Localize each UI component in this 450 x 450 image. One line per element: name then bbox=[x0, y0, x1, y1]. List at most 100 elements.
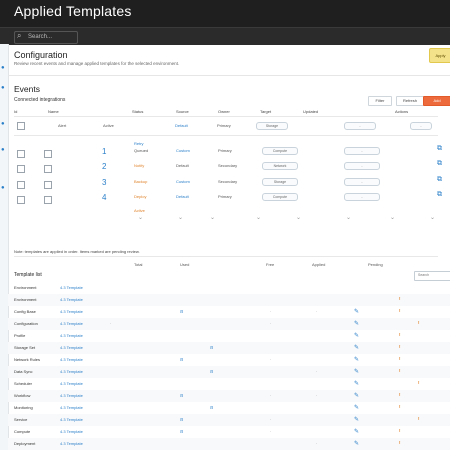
sidebar-home-icon[interactable]: ● bbox=[1, 65, 5, 71]
chevron-down-icon[interactable]: ⌄ bbox=[296, 215, 302, 221]
list-item-label: Service bbox=[14, 417, 28, 422]
list-item-link[interactable]: 4.3 Template bbox=[60, 285, 83, 290]
list-item[interactable]: Workflow 4.3 Template ⊟ · · ✎ ! bbox=[8, 390, 450, 402]
row-source[interactable]: Default bbox=[175, 123, 188, 128]
edit-icon[interactable]: ✎ bbox=[354, 393, 360, 399]
list-item[interactable]: Configuration 4.3 Template · · ✎ ! bbox=[8, 318, 450, 330]
list-item-link[interactable]: 4.3 Template bbox=[60, 333, 83, 338]
row-status: Queued bbox=[134, 148, 149, 153]
row-name[interactable]: Deploy bbox=[134, 194, 147, 199]
copy-icon[interactable]: ⧉ bbox=[437, 145, 442, 152]
list-item[interactable]: Config Base 4.3 Template ⊟ · · ✎ ! bbox=[8, 306, 450, 318]
row-checkbox[interactable] bbox=[17, 165, 25, 173]
sidebar-templates-icon[interactable]: ● bbox=[1, 121, 5, 127]
row-source[interactable]: Custom bbox=[176, 179, 190, 184]
list-item-link[interactable]: 4.3 Template bbox=[60, 381, 83, 386]
footer-pending: Pending bbox=[368, 262, 383, 267]
apply-button[interactable]: Apply bbox=[429, 48, 450, 63]
sidebar-settings-icon[interactable]: ● bbox=[1, 147, 5, 153]
row-owner: Secondary bbox=[218, 179, 238, 184]
list-item[interactable]: Service 4.3 Template ⊟ · ✎ ! bbox=[8, 414, 450, 426]
list-item[interactable]: Deployment 4.3 Template · ✎ ! bbox=[8, 438, 450, 450]
edit-icon[interactable]: ✎ bbox=[354, 309, 360, 315]
list-item[interactable]: Environment 4.3 Template bbox=[8, 282, 450, 294]
list-item[interactable]: Profile 4.3 Template ✎ ! bbox=[8, 330, 450, 342]
chevron-down-icon[interactable]: ⌄ bbox=[210, 215, 216, 221]
edit-icon[interactable]: ✎ bbox=[354, 441, 360, 447]
row-checkbox[interactable] bbox=[44, 150, 52, 158]
copy-icon[interactable]: ⧉ bbox=[437, 176, 442, 183]
left-sidebar: ● ● ● ● ● bbox=[0, 44, 9, 450]
legend-divider bbox=[14, 256, 438, 257]
status-mark: ⊟ bbox=[210, 405, 214, 410]
toolbar-search-input[interactable]: ⌕ Search... bbox=[14, 31, 78, 44]
add-event-button[interactable]: Add bbox=[423, 96, 450, 106]
row-checkbox[interactable] bbox=[17, 122, 25, 130]
edit-icon[interactable]: ✎ bbox=[354, 405, 360, 411]
row-name[interactable]: Notify bbox=[134, 163, 145, 168]
templates-search-placeholder: Search bbox=[418, 273, 430, 277]
list-item[interactable]: Environment 4.3 Template ! bbox=[8, 294, 450, 306]
list-item-label: Scheduler bbox=[14, 381, 33, 386]
templates-search-input[interactable]: Search bbox=[414, 271, 450, 281]
list-item-link[interactable]: 4.3 Template bbox=[60, 393, 83, 398]
row-checkbox[interactable] bbox=[44, 181, 52, 189]
row-name[interactable]: Backup bbox=[134, 179, 148, 184]
sidebar-logs-icon[interactable]: ● bbox=[1, 185, 5, 191]
list-item-link[interactable]: 4.3 Template bbox=[60, 309, 83, 314]
row-action-badge[interactable]: - bbox=[410, 122, 432, 130]
column-header: Updated bbox=[303, 109, 319, 114]
chevron-down-icon[interactable]: ⌄ bbox=[138, 215, 144, 221]
list-item-label: Network Rules bbox=[14, 357, 41, 362]
row-source[interactable]: Custom bbox=[176, 148, 190, 153]
row-name[interactable]: Retry bbox=[134, 141, 144, 146]
list-item-link[interactable]: 4.3 Template bbox=[60, 357, 83, 362]
chevron-down-icon[interactable]: ⌄ bbox=[430, 215, 436, 221]
row-checkbox[interactable] bbox=[17, 150, 25, 158]
chevron-down-icon[interactable]: ⌄ bbox=[178, 215, 184, 221]
list-item[interactable]: Monitoring 4.3 Template ⊟ ✎ ! bbox=[8, 402, 450, 414]
row-target-badge: Compute bbox=[262, 147, 298, 155]
refresh-button[interactable]: Refresh bbox=[396, 96, 424, 106]
list-item-link[interactable]: 4.3 Template bbox=[60, 345, 83, 350]
list-item-link[interactable]: 4.3 Template bbox=[60, 429, 83, 434]
list-item-link[interactable]: 4.3 Template bbox=[60, 417, 83, 422]
copy-icon[interactable]: ⧉ bbox=[437, 191, 442, 198]
row-target-badge: Compute bbox=[262, 193, 298, 201]
row-checkbox[interactable] bbox=[17, 181, 25, 189]
edit-icon[interactable]: ✎ bbox=[354, 333, 360, 339]
list-item-link[interactable]: 4.3 Template bbox=[60, 405, 83, 410]
row-checkbox[interactable] bbox=[44, 196, 52, 204]
list-item-link[interactable]: 4.3 Template bbox=[60, 441, 83, 446]
list-item[interactable]: Storage Set 4.3 Template ⊟ ✎ ! bbox=[8, 342, 450, 354]
status-mark: · bbox=[270, 417, 272, 422]
sidebar-events-icon[interactable]: ● bbox=[1, 85, 5, 91]
toolbar-search-label: Search... bbox=[28, 34, 53, 40]
row-checkbox[interactable] bbox=[44, 165, 52, 173]
edit-icon[interactable]: ✎ bbox=[354, 321, 360, 327]
edit-icon[interactable]: ✎ bbox=[354, 417, 360, 423]
column-header: Source bbox=[176, 109, 189, 114]
row-checkbox[interactable] bbox=[17, 196, 25, 204]
list-item[interactable]: Network Rules 4.3 Template ⊟ · ✎ ! bbox=[8, 354, 450, 366]
edit-icon[interactable]: ✎ bbox=[354, 369, 360, 375]
edit-icon[interactable]: ✎ bbox=[354, 357, 360, 363]
column-header: Actions bbox=[395, 109, 409, 114]
toolbar: ⌕ Search... bbox=[0, 27, 450, 45]
table-divider bbox=[14, 116, 438, 117]
list-item-link[interactable]: 4.3 Template bbox=[60, 297, 83, 302]
chevron-down-icon[interactable]: ⌄ bbox=[346, 215, 352, 221]
filter-button[interactable]: Filter bbox=[368, 96, 392, 106]
list-item[interactable]: Scheduler 4.3 Template ✎ ! bbox=[8, 378, 450, 390]
chevron-down-icon[interactable]: ⌄ bbox=[390, 215, 396, 221]
list-item[interactable]: Data Sync 4.3 Template ⊟ · ✎ ! bbox=[8, 366, 450, 378]
chevron-down-icon[interactable]: ⌄ bbox=[256, 215, 262, 221]
list-item-link[interactable]: 4.3 Template bbox=[60, 321, 83, 326]
edit-icon[interactable]: ✎ bbox=[354, 381, 360, 387]
list-item[interactable]: Compute 4.3 Template ⊟ · ✎ ! bbox=[8, 426, 450, 438]
row-source[interactable]: Default bbox=[176, 194, 189, 199]
edit-icon[interactable]: ✎ bbox=[354, 345, 360, 351]
edit-icon[interactable]: ✎ bbox=[354, 429, 360, 435]
copy-icon[interactable]: ⧉ bbox=[437, 160, 442, 167]
list-item-link[interactable]: 4.3 Template bbox=[60, 369, 83, 374]
